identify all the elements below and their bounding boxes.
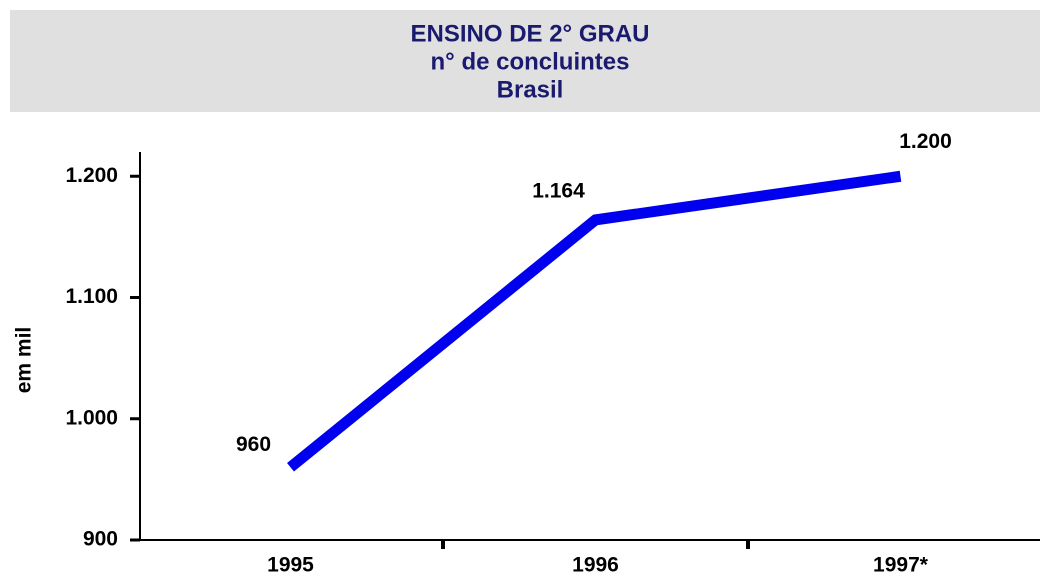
y-axis-label: em mil [13,327,36,394]
data-label: 960 [236,433,271,456]
data-label: 1.200 [899,130,952,153]
chart-annotation: Brasil [497,76,564,103]
x-tick-label: 1996 [572,554,619,577]
data-label: 1.164 [532,179,585,202]
y-tick-label: 900 [83,528,118,551]
y-tick-label: 1.200 [65,164,118,187]
y-tick-label: 1.000 [65,406,118,429]
chart-title: ENSINO DE 2° GRAU [411,20,650,47]
chart-subtitle: n° de concluintes [431,48,630,75]
line-series [287,170,902,472]
y-tick-label: 1.100 [65,285,118,308]
x-tick-label: 1995 [267,554,314,577]
x-tick-label: 1997* [873,554,929,577]
header-band [10,10,1040,112]
